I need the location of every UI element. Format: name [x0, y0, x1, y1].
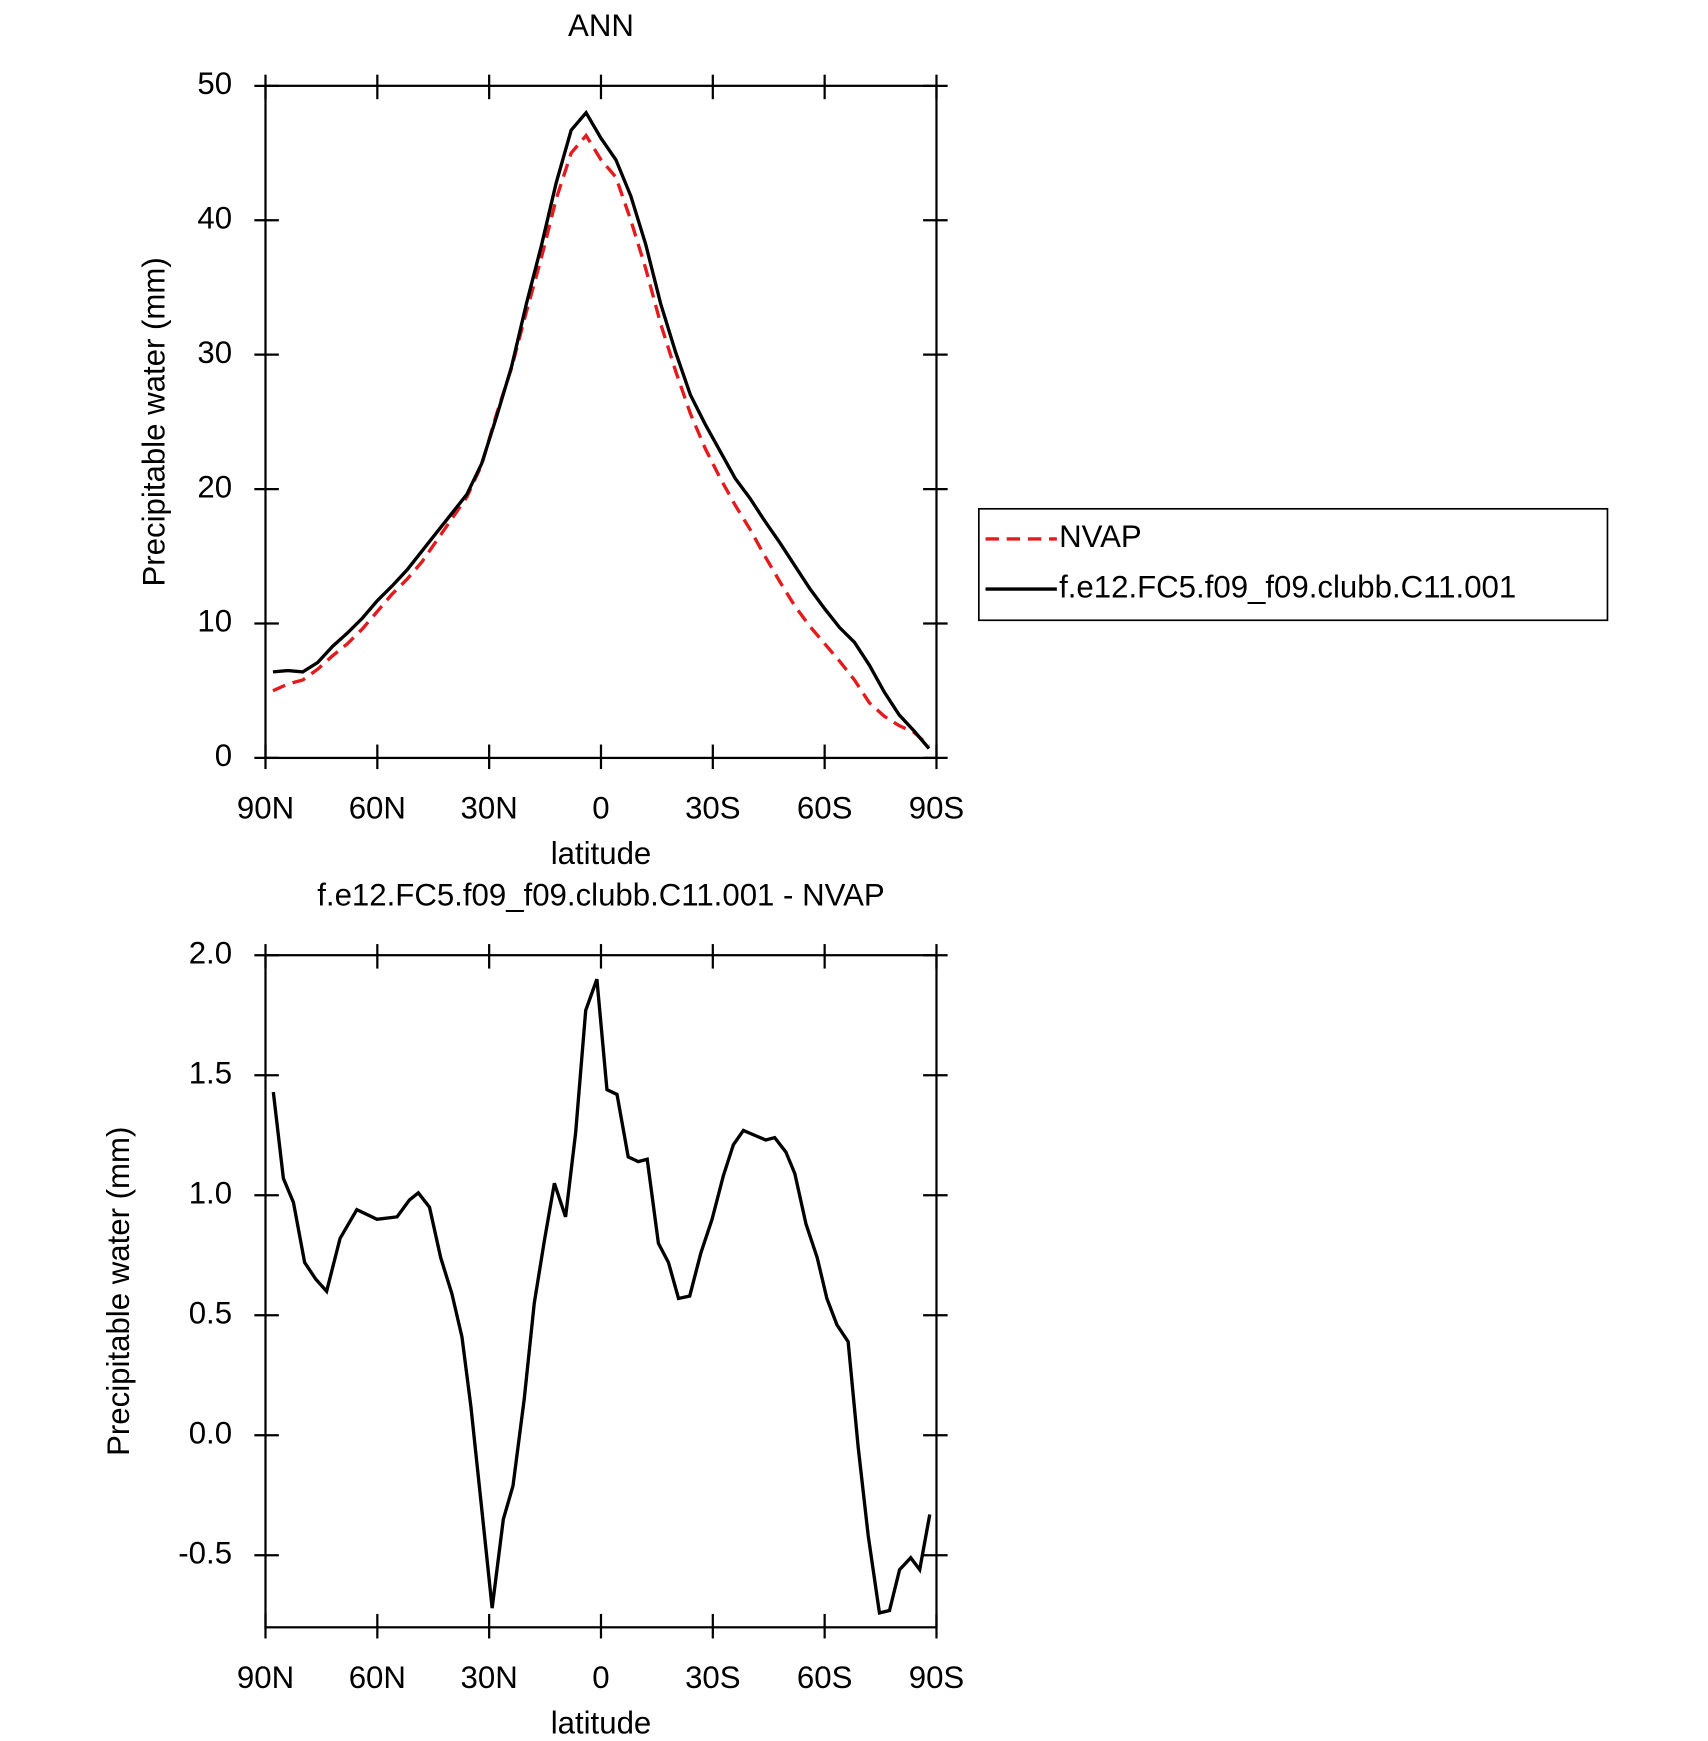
y-tick-label: 0.5 [189, 1295, 232, 1330]
y-axis-label: Precipitable water (mm) [136, 257, 171, 586]
y-tick-label: 40 [197, 200, 232, 235]
y-tick-label: 1.0 [189, 1175, 232, 1210]
x-tick-label: 60S [797, 791, 853, 826]
x-tick-label: 30N [461, 1660, 518, 1695]
x-tick-label: 60N [349, 791, 406, 826]
y-tick-label: 1.5 [189, 1055, 232, 1090]
x-axis-label: latitude [551, 1706, 652, 1741]
y-tick-label: 10 [197, 604, 232, 639]
x-tick-label: 60N [349, 1660, 406, 1695]
y-tick-label: 30 [197, 335, 232, 370]
x-tick-label: 90N [237, 791, 294, 826]
x-tick-label: 90S [909, 1660, 965, 1695]
legend-label: NVAP [1059, 519, 1142, 554]
x-tick-label: 90N [237, 1660, 294, 1695]
x-tick-label: 0 [592, 791, 609, 826]
data-line [271, 978, 932, 1615]
x-tick-label: 30N [461, 791, 518, 826]
x-tick-label: 30S [685, 791, 741, 826]
y-tick-label: 0 [215, 738, 232, 773]
plot-frame [264, 84, 938, 760]
chart-title: ANN [568, 8, 634, 43]
x-axis-label: latitude [551, 836, 652, 871]
x-tick-label: 0 [592, 1660, 609, 1695]
x-tick-label: 30S [685, 1660, 741, 1695]
data-line [272, 132, 931, 748]
y-tick-label: 20 [197, 469, 232, 504]
plot-frame [264, 954, 938, 1629]
legend-box [977, 507, 1609, 622]
y-tick-label: 2.0 [189, 935, 232, 970]
x-tick-label: 90S [909, 791, 965, 826]
legend-label: f.e12.FC5.f09_f09.clubb.C11.001 [1059, 569, 1516, 604]
y-tick-label: -0.5 [178, 1536, 232, 1571]
y-tick-label: 0.0 [189, 1416, 232, 1451]
data-line [272, 109, 931, 750]
x-tick-label: 60S [797, 1660, 853, 1695]
y-tick-label: 50 [197, 66, 232, 101]
y-axis-label: Precipitable water (mm) [101, 1127, 136, 1456]
chart-title: f.e12.FC5.f09_f09.clubb.C11.001 - NVAP [317, 877, 884, 912]
